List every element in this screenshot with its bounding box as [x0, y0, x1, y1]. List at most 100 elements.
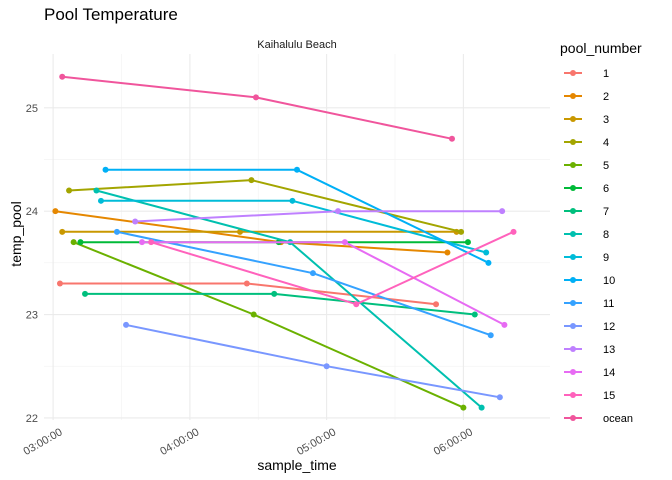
legend-key-point — [570, 277, 576, 283]
data-point — [248, 177, 255, 184]
x-axis-title: sample_time — [257, 457, 337, 473]
y-axis-title: temp_pool — [8, 201, 24, 266]
data-point — [132, 218, 139, 225]
legend-item: 13 — [564, 344, 615, 356]
legend-item: 3 — [564, 114, 609, 126]
legend-label: 4 — [603, 137, 609, 149]
data-point — [289, 197, 296, 204]
legend-key-point — [570, 70, 576, 76]
series-line — [69, 179, 462, 233]
data-point — [335, 208, 342, 215]
series-line — [73, 241, 464, 409]
series-9 — [97, 197, 490, 256]
data-point — [496, 394, 503, 401]
x-axis-ticks: 03:00:00 04:00:00 05:00:00 06:00:00 — [22, 426, 475, 458]
x-tick-label: 06:00:00 — [432, 426, 475, 458]
data-point — [82, 290, 89, 297]
legend-item: 7 — [564, 206, 609, 218]
legend-item: 5 — [564, 160, 609, 172]
legend-key-point — [570, 139, 576, 145]
data-point — [52, 208, 59, 215]
series-layer — [52, 73, 517, 411]
data-point — [433, 301, 440, 308]
data-point — [59, 228, 66, 235]
data-point — [460, 404, 467, 411]
series-line — [85, 292, 475, 316]
data-point — [483, 249, 490, 256]
legend-label: 9 — [603, 252, 609, 264]
legend-label: 6 — [603, 183, 609, 195]
data-point — [113, 228, 120, 235]
series-11 — [113, 228, 494, 339]
series-line — [125, 323, 501, 399]
legend-item: 8 — [564, 229, 609, 241]
data-point — [77, 239, 84, 246]
legend-key-point — [570, 185, 576, 191]
legend-item: 1 — [564, 68, 609, 80]
data-point — [139, 239, 146, 246]
series-15 — [148, 228, 517, 308]
series-4 — [66, 177, 465, 235]
legend-label: 15 — [603, 390, 615, 402]
data-point — [294, 166, 300, 173]
data-point — [243, 280, 250, 287]
y-axis-ticks: 22 23 24 25 — [26, 103, 38, 425]
series-ocean — [59, 73, 455, 142]
data-point — [123, 321, 130, 328]
data-point — [448, 135, 455, 142]
data-point — [66, 187, 73, 194]
data-point — [250, 311, 257, 318]
legend-label: 1 — [603, 68, 609, 80]
data-point — [93, 187, 100, 194]
data-point — [70, 239, 77, 246]
legend-label: 5 — [603, 160, 609, 172]
legend-label: 8 — [603, 229, 609, 241]
data-point — [309, 270, 316, 277]
legend-key-point — [570, 300, 576, 306]
data-point — [59, 73, 66, 80]
series-10 — [102, 166, 492, 266]
data-point — [271, 290, 278, 297]
legend-label: ocean — [603, 413, 633, 425]
y-tick-label: 22 — [26, 413, 38, 425]
legend-key-point — [570, 116, 576, 122]
legend-item: 6 — [564, 183, 609, 195]
data-point — [458, 228, 465, 235]
legend-item: 14 — [564, 367, 615, 379]
x-tick-label: 05:00:00 — [295, 426, 338, 458]
series-7 — [82, 290, 478, 318]
legend-key-point — [570, 392, 576, 398]
series-14 — [139, 239, 508, 328]
legend-key-point — [570, 162, 576, 168]
legend-key-point — [570, 346, 576, 352]
legend-label: 14 — [603, 367, 615, 379]
legend-label: 12 — [603, 321, 615, 333]
data-point — [499, 208, 506, 215]
legend-item: 12 — [564, 321, 615, 333]
data-point — [341, 239, 348, 246]
x-tick-label: 03:00:00 — [22, 426, 65, 458]
legend-label: 11 — [603, 298, 614, 310]
facet-label: Kaihalulu Beach — [257, 39, 337, 51]
legend-item: 2 — [564, 91, 609, 103]
data-point — [56, 280, 63, 287]
data-point — [252, 94, 259, 101]
data-point — [464, 239, 471, 246]
legend-label: 2 — [603, 91, 609, 103]
plot-grid — [44, 54, 550, 420]
legend-item: 4 — [564, 137, 609, 149]
legend-key-point — [570, 254, 576, 260]
data-point — [487, 332, 494, 339]
y-tick-label: 23 — [26, 310, 38, 322]
legend-key-point — [570, 231, 576, 237]
data-point — [478, 404, 485, 411]
legend-label: 7 — [603, 206, 609, 218]
series-13 — [132, 208, 506, 225]
legend-label: 3 — [603, 114, 609, 126]
data-point — [444, 249, 451, 256]
legend-item: 11 — [564, 298, 614, 310]
data-point — [510, 228, 517, 235]
y-tick-label: 24 — [26, 206, 38, 218]
